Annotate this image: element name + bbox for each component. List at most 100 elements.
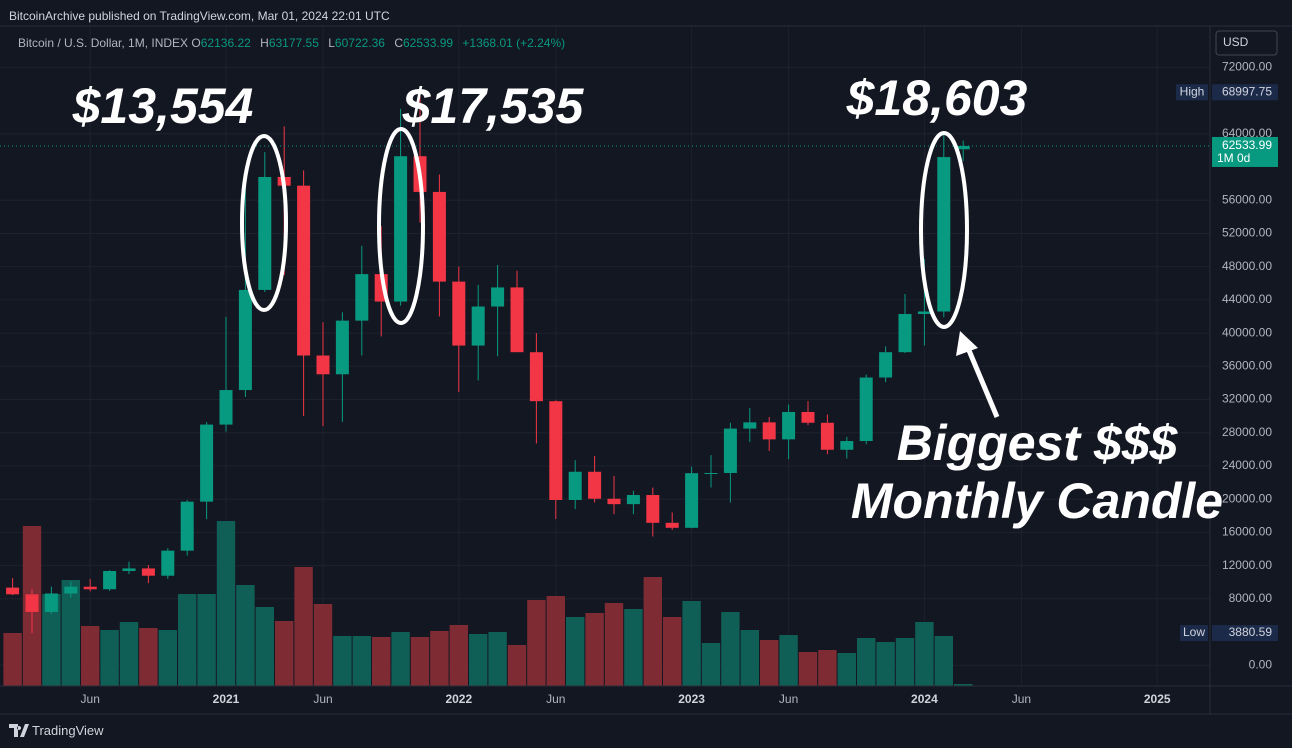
volume-bar <box>566 617 585 686</box>
arrow-head <box>956 331 978 356</box>
volume-bar <box>216 521 236 686</box>
volume-bar <box>81 626 100 686</box>
candle-body <box>238 289 252 391</box>
volume-bar <box>100 630 119 686</box>
candle-body <box>452 281 466 346</box>
x-tick-label: 2025 <box>1144 692 1171 706</box>
candles <box>6 92 970 634</box>
x-tick-label: 2023 <box>678 692 705 706</box>
candle-body <box>898 313 912 353</box>
annotation: Monthly Candle <box>851 473 1223 529</box>
volume-bar <box>701 643 721 686</box>
candle-body <box>335 320 349 375</box>
currency-label: USD <box>1223 35 1249 49</box>
candle-body <box>297 185 311 356</box>
volume-bar <box>333 636 352 686</box>
x-tick-label: Jun <box>1012 692 1031 706</box>
volume-bar <box>294 567 313 686</box>
legend-change: +1368.01 (+2.24%) <box>462 36 566 50</box>
volume-bar <box>604 603 624 686</box>
legend: Bitcoin / U.S. Dollar, 1M, INDEX O62136.… <box>18 36 571 50</box>
extreme-value-box <box>1212 84 1278 101</box>
candle-body <box>44 593 58 612</box>
annotation: $13,554 <box>72 78 254 134</box>
legend-value: 63177.55 <box>268 36 319 50</box>
volume-bar <box>682 601 701 686</box>
volume-bar <box>837 653 856 686</box>
y-tick-label: 56000.00 <box>1222 192 1272 206</box>
y-tick-label: 44000.00 <box>1222 292 1272 306</box>
price-label-box <box>1212 136 1278 167</box>
candle-body <box>529 352 543 402</box>
candle-body <box>568 471 582 500</box>
volume-bar <box>934 636 953 686</box>
candle-body <box>141 568 155 576</box>
x-tick-label: 2021 <box>213 692 240 706</box>
x-tick-label: Jun <box>546 692 565 706</box>
candle-body <box>956 145 970 150</box>
candle-body <box>723 428 737 474</box>
candle-body <box>83 586 97 590</box>
candle-body <box>801 411 815 423</box>
candle-body <box>646 495 660 523</box>
y-tick-label: 8000.00 <box>1229 591 1273 605</box>
candle-body <box>258 176 272 290</box>
candle-body <box>588 471 602 499</box>
y-tick-label: 52000.00 <box>1222 226 1272 240</box>
candle-body <box>180 501 194 551</box>
legend-key: L <box>328 36 335 50</box>
volume-bar <box>391 632 410 686</box>
volume-bar <box>119 622 139 686</box>
volume-bar <box>585 613 604 686</box>
y-tick-label: 36000.00 <box>1222 358 1272 372</box>
volume-bar <box>158 630 177 686</box>
y-tick-label: 16000.00 <box>1222 525 1272 539</box>
volume-bar <box>42 594 61 686</box>
volume-pane <box>3 521 973 686</box>
symbol: Bitcoin / U.S. Dollar, 1M, INDEX <box>18 36 189 50</box>
x-tick-label: Jun <box>779 692 798 706</box>
volume-bar <box>3 633 22 686</box>
candle-body <box>64 586 78 594</box>
y-tick-label: 12000.00 <box>1222 558 1272 572</box>
extreme-tag: Low <box>1183 625 1205 639</box>
axes: 0.00 8000.00 12000.00 16000.00 20000.00 24000… <box>0 60 1278 706</box>
y-tick-label: 64000.00 <box>1222 126 1272 140</box>
price-label: 62533.99 <box>1222 138 1272 152</box>
header: BitcoinArchive published on TradingView.… <box>9 9 390 23</box>
extreme-tag-box <box>1180 625 1208 642</box>
candle-body <box>917 311 931 314</box>
candle-body <box>685 473 699 528</box>
candle-body <box>665 522 679 528</box>
candle-body <box>704 473 718 475</box>
volume-bar <box>876 642 895 686</box>
highlight-ellipse <box>377 127 425 325</box>
candle-body <box>762 422 776 440</box>
annotation: $18,603 <box>846 70 1028 126</box>
y-tick-label: 48000.00 <box>1222 259 1272 273</box>
volume-bar <box>61 580 80 686</box>
extreme-value: 68997.75 <box>1222 84 1272 98</box>
currency-button[interactable] <box>1215 30 1278 56</box>
arrow-shaft <box>965 347 1000 418</box>
grid <box>0 26 1210 686</box>
candle-body <box>743 422 757 429</box>
volume-bar <box>469 634 488 686</box>
candle-body <box>510 287 524 353</box>
volume-bar <box>818 650 837 686</box>
candle-body <box>161 550 175 576</box>
volume-bar <box>915 622 934 686</box>
volume-bar <box>779 635 798 686</box>
volume-bar <box>275 621 294 686</box>
candle-body <box>549 401 563 500</box>
volume-bar <box>954 684 973 686</box>
legend-value: 60722.36 <box>334 36 385 50</box>
candle-body <box>316 355 330 375</box>
x-tick-label: Jun <box>81 692 100 706</box>
volume-bar <box>895 638 915 686</box>
y-tick-label: 32000.00 <box>1222 392 1272 406</box>
volume-bar <box>352 636 371 686</box>
legend-key: O <box>191 36 201 50</box>
